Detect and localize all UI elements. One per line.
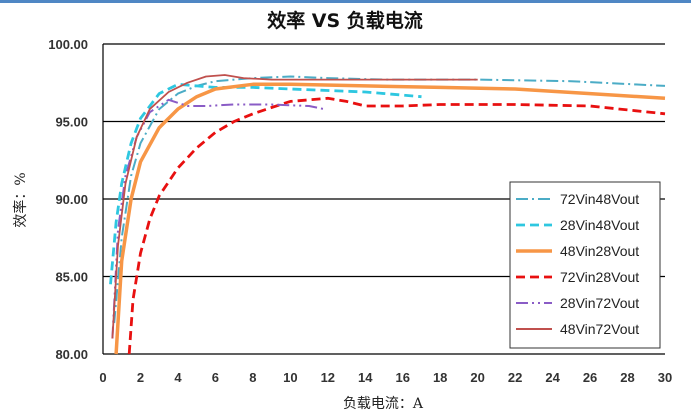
x-tick-label: 4 — [174, 370, 182, 385]
x-tick-label: 8 — [249, 370, 256, 385]
series-line-48Vin72Vout — [111, 74, 478, 339]
legend-label: 72Vin48Vout — [560, 191, 639, 207]
y-tick-label: 95.00 — [55, 115, 88, 130]
axes — [102, 44, 665, 355]
x-tick-label: 12 — [321, 370, 335, 385]
series-lines — [109, 74, 666, 355]
legend-label: 28Vin48Vout — [560, 217, 639, 233]
chart-title: 效率 VS 负载电流 — [267, 9, 423, 32]
series-line-48Vin28Vout — [114, 82, 666, 355]
x-tick-label: 26 — [583, 370, 597, 385]
x-tick-label: 6 — [212, 370, 219, 385]
x-tick-label: 10 — [283, 370, 297, 385]
y-tick-labels: 80.00 85.00 90.00 95.00 100.00 — [48, 37, 88, 362]
x-tick-labels: 0 2 4 6 8 10 12 14 16 18 20 22 24 26 28 30 — [99, 370, 672, 385]
series-line-28Vin72Vout — [111, 98, 325, 339]
top-border — [0, 0, 691, 3]
y-tick-label: 80.00 — [55, 347, 88, 362]
x-tick-label: 14 — [358, 370, 373, 385]
legend-label: 48Vin72Vout — [560, 321, 639, 337]
x-tick-label: 30 — [658, 370, 672, 385]
x-tick-label: 16 — [395, 370, 409, 385]
x-tick-label: 0 — [99, 370, 106, 385]
y-tick-label: 100.00 — [48, 37, 88, 52]
y-axis-label: 效率：% — [12, 172, 29, 227]
x-tick-label: 24 — [545, 370, 560, 385]
x-axis-label: 负载电流：A — [343, 396, 424, 412]
x-tick-label: 28 — [620, 370, 634, 385]
x-tick-label: 22 — [508, 370, 522, 385]
legend-label: 28Vin72Vout — [560, 295, 639, 311]
legend-box — [509, 181, 661, 349]
series-line-72Vin28Vout — [127, 96, 666, 355]
x-tick-label: 20 — [470, 370, 484, 385]
legend-label: 72Vin28Vout — [560, 269, 639, 285]
legend: 72Vin48Vout 28Vin48Vout 48Vin28Vout 72Vin28… — [509, 181, 661, 349]
legend-label: 48Vin28Vout — [560, 243, 639, 259]
y-tick-label: 90.00 — [55, 192, 88, 207]
x-tick-label: 2 — [137, 370, 144, 385]
y-tick-label: 85.00 — [55, 270, 88, 285]
series-line-28Vin48Vout — [109, 82, 422, 285]
x-tick-label: 18 — [433, 370, 447, 385]
